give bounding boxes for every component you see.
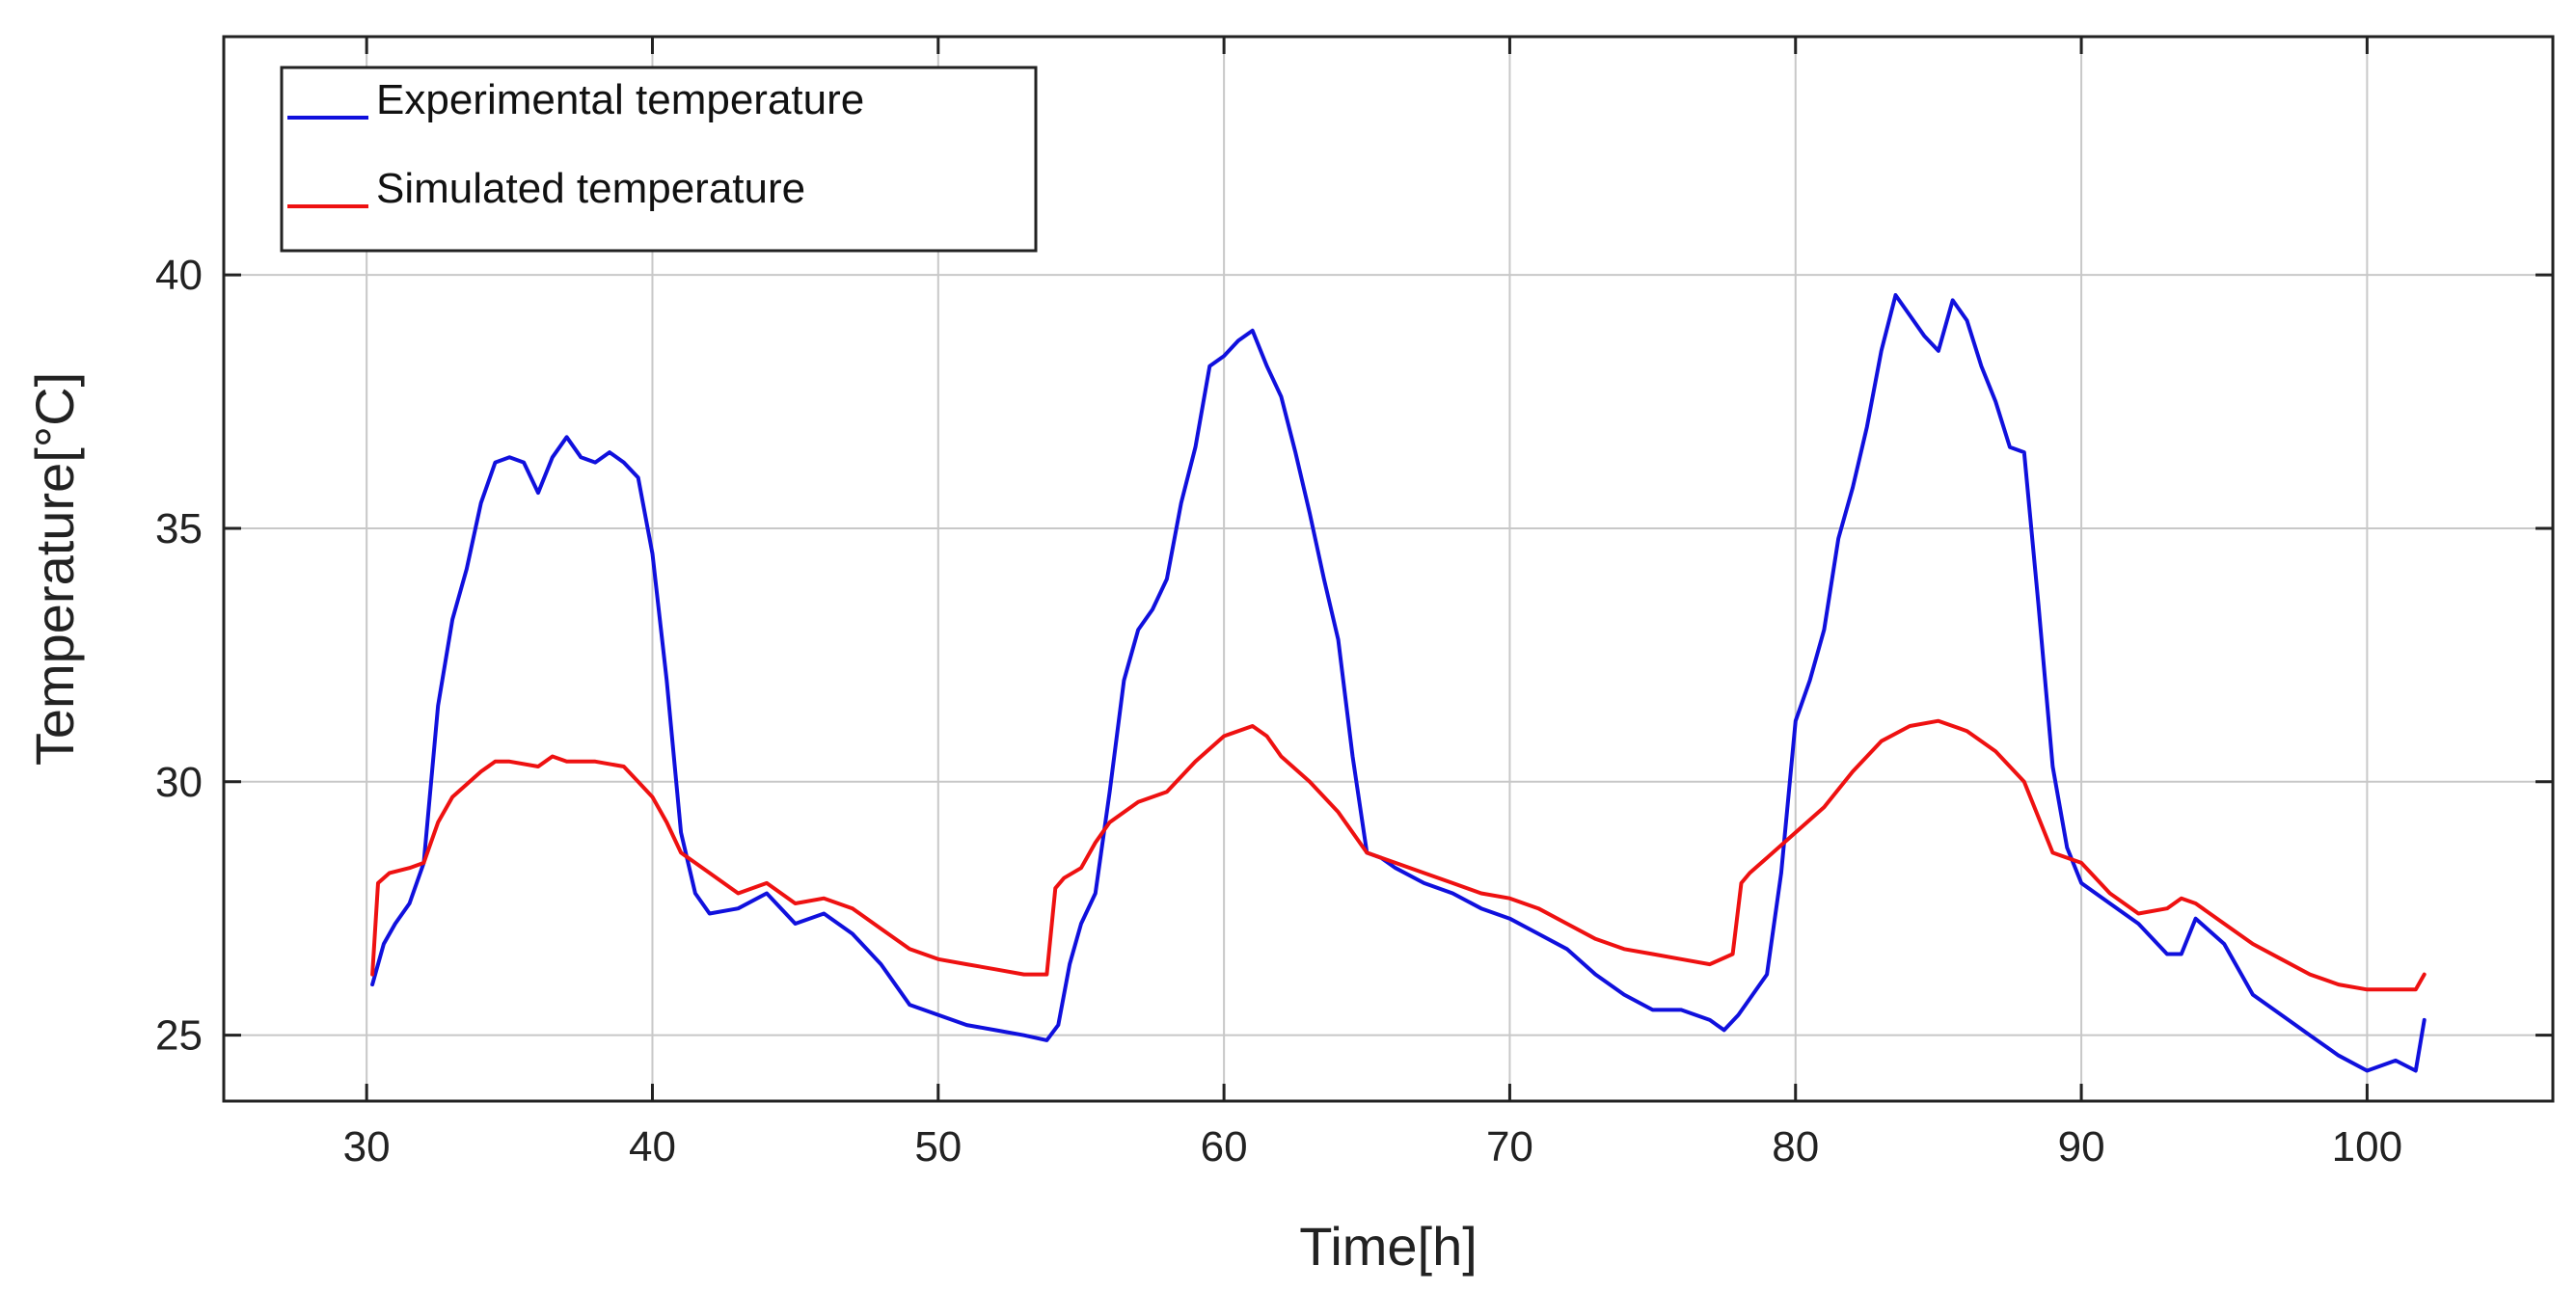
y-axis-title: Temperature[°C] xyxy=(24,372,85,766)
series-line-experimental xyxy=(370,293,2427,1073)
legend: Experimental temperature Simulated tempe… xyxy=(280,66,1038,253)
legend-label-experimental: Experimental temperature xyxy=(376,76,864,123)
series-lines xyxy=(370,293,2427,1073)
x-tick-label: 100 xyxy=(2332,1123,2402,1171)
y-tick-label: 35 xyxy=(155,505,203,552)
legend-box xyxy=(280,66,1038,253)
x-tick-label: 90 xyxy=(2058,1123,2105,1171)
x-tick-label: 60 xyxy=(1201,1123,1248,1171)
axis-ticks: 30 40 50 60 70 80 90 100 25 30 35 40 xyxy=(155,37,2553,1171)
y-tick-label: 40 xyxy=(155,252,203,299)
y-tick-label: 25 xyxy=(155,1012,203,1060)
x-tick-label: 80 xyxy=(1772,1123,1819,1171)
x-tick-label: 70 xyxy=(1486,1123,1533,1171)
x-tick-label: 30 xyxy=(343,1123,391,1171)
x-tick-label: 50 xyxy=(914,1123,962,1171)
legend-label-simulated: Simulated temperature xyxy=(376,165,805,212)
y-tick-label: 30 xyxy=(155,759,203,806)
axes-frame xyxy=(222,35,2555,1103)
x-axis-title: Time[h] xyxy=(1299,1216,1478,1277)
x-tick-label: 40 xyxy=(629,1123,676,1171)
series-line-simulated xyxy=(370,718,2427,992)
